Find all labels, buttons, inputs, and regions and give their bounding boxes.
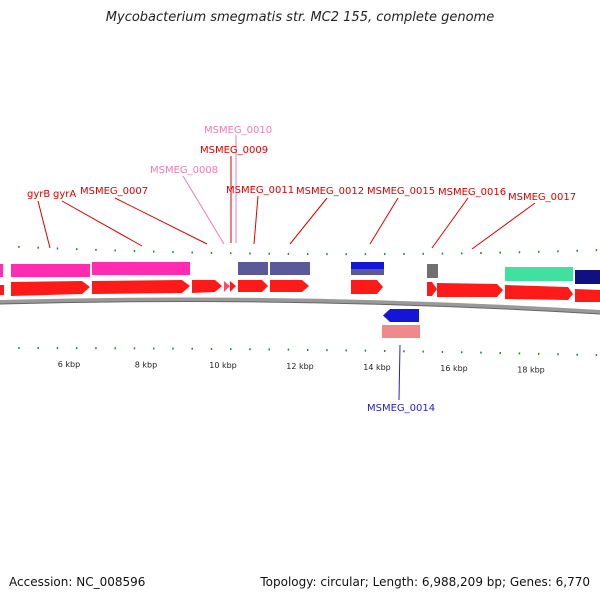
gyrB-feature-box[interactable] bbox=[0, 264, 3, 277]
kbp-tick-label: 14 kbp bbox=[363, 363, 391, 372]
label-msmeg0017[interactable]: MSMEG_0017 bbox=[508, 192, 576, 203]
msmeg0017-feature-box[interactable] bbox=[505, 267, 573, 281]
gyrB-leader bbox=[37, 200, 51, 249]
msmeg0015-feature-box[interactable] bbox=[351, 262, 384, 269]
label-msmeg0016[interactable]: MSMEG_0016 bbox=[438, 187, 506, 198]
lower-tick-row bbox=[18, 347, 598, 357]
label-msmeg0010[interactable]: MSMEG_0010 bbox=[204, 125, 272, 136]
label-msmeg0015[interactable]: MSMEG_0015 bbox=[367, 186, 435, 197]
label-gyrA[interactable]: gyrA bbox=[53, 189, 76, 200]
cds-arrow[interactable] bbox=[270, 280, 309, 292]
cds-arrow-small[interactable] bbox=[230, 281, 236, 292]
gyrA-leader bbox=[61, 200, 143, 247]
kbp-tick-label: 10 kbp bbox=[209, 361, 237, 370]
cds-arrow[interactable] bbox=[238, 280, 268, 292]
gyrA-feature-box[interactable] bbox=[92, 262, 190, 275]
kbp-tick-label: 8 kbp bbox=[135, 360, 157, 369]
msmeg0012-leader bbox=[289, 197, 328, 245]
msmeg0012-feature-box[interactable] bbox=[270, 262, 310, 275]
cds-arrow[interactable] bbox=[92, 280, 190, 294]
cds-arrow[interactable] bbox=[351, 280, 383, 294]
msmeg0008-leader bbox=[182, 175, 225, 245]
msmeg0014-arrow[interactable] bbox=[383, 309, 419, 322]
msmeg0015-feature-box-lower[interactable] bbox=[351, 269, 384, 275]
genome-summary-text: Topology: circular; Length: 6,988,209 bp… bbox=[260, 575, 590, 589]
genome-title: Mycobacterium smegmatis str. MC2 155, co… bbox=[105, 10, 495, 25]
kbp-tick-label: 16 kbp bbox=[440, 364, 468, 373]
msmeg0016-leader bbox=[431, 197, 469, 249]
kbp-tick-label: 6 kbp bbox=[58, 360, 80, 369]
gene-labels: gyrB gyrA MSMEG_0007 MSMEG_0008 MSMEG_00… bbox=[27, 125, 576, 414]
msmeg0011-feature-box[interactable] bbox=[238, 262, 268, 275]
genome-backbone bbox=[0, 297, 600, 314]
label-msmeg0007[interactable]: MSMEG_0007 bbox=[80, 186, 148, 197]
kbp-axis-labels: 6 kbp 8 kbp 10 kbp 12 kbp 14 kbp 16 kbp 18 kbp bbox=[58, 360, 545, 375]
next-feature-box[interactable] bbox=[575, 270, 600, 284]
kbp-tick-label: 12 kbp bbox=[286, 362, 314, 371]
msmeg0017-leader bbox=[471, 202, 536, 250]
upper-tick-row bbox=[18, 245, 598, 256]
kbp-tick-label: 18 kbp bbox=[517, 366, 545, 375]
cds-arrow[interactable] bbox=[505, 285, 573, 300]
cds-arrows-forward bbox=[0, 280, 600, 302]
cds-arrow[interactable] bbox=[11, 281, 90, 296]
feature-boxes-top bbox=[0, 262, 600, 284]
label-msmeg0009[interactable]: MSMEG_0009 bbox=[200, 145, 268, 156]
label-gyrB[interactable]: gyrB bbox=[27, 189, 50, 200]
msmeg0007-leader bbox=[114, 197, 208, 245]
msmeg0011-leader bbox=[253, 195, 259, 245]
cds-arrow[interactable] bbox=[192, 280, 222, 293]
cds-arrow[interactable] bbox=[427, 282, 437, 296]
gyrB-feature-box-main[interactable] bbox=[11, 264, 90, 277]
label-msmeg0008[interactable]: MSMEG_0008 bbox=[150, 165, 218, 176]
label-msmeg0014[interactable]: MSMEG_0014 bbox=[367, 403, 435, 414]
cds-arrow[interactable] bbox=[0, 285, 4, 295]
cds-arrow-small[interactable] bbox=[224, 281, 230, 292]
msmeg0014-feature-box[interactable] bbox=[382, 325, 420, 338]
cds-arrow[interactable] bbox=[575, 289, 600, 302]
label-msmeg0012[interactable]: MSMEG_0012 bbox=[296, 186, 364, 197]
cds-arrows-reverse bbox=[382, 309, 420, 338]
msmeg0014-leader bbox=[398, 344, 401, 401]
msmeg0015-leader bbox=[369, 197, 399, 245]
cds-arrow[interactable] bbox=[437, 283, 503, 297]
msmeg0016-feature-box[interactable] bbox=[427, 264, 438, 278]
leader-lines bbox=[37, 135, 536, 401]
genome-backbone-shadow bbox=[0, 301, 600, 315]
label-msmeg0011[interactable]: MSMEG_0011 bbox=[226, 185, 294, 196]
accession-text: Accession: NC_008596 bbox=[9, 575, 146, 589]
